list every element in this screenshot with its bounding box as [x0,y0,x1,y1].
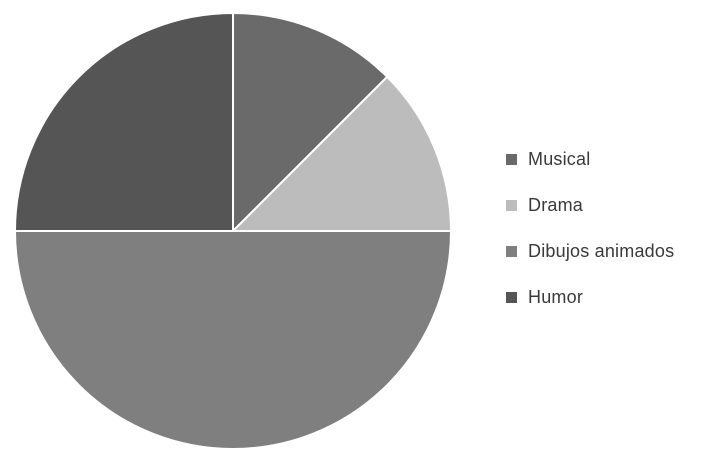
legend-label-musical: Musical [528,148,591,169]
legend: Musical Drama Dibujos animados Humor [506,144,706,328]
legend-label-dibujos-animados: Dibujos animados [528,240,675,261]
legend-swatch-drama [506,199,517,211]
pie-slice-drama [232,75,452,232]
legend-item-drama: Drama [506,190,706,220]
legend-swatch-humor [506,291,517,303]
legend-label-humor: Humor [528,286,584,307]
pie-slice-musical [232,12,389,232]
legend-swatch-dibujos-animados [506,245,517,257]
legend-item-humor: Humor [506,282,706,312]
legend-label-drama: Drama [528,194,584,215]
legend-item-musical: Musical [506,144,706,174]
pie-slice-humor [14,12,234,232]
pie-slice-dibujos-animados [14,230,452,449]
legend-swatch-musical [506,153,517,165]
legend-item-dibujos-animados: Dibujos animados [506,236,706,266]
